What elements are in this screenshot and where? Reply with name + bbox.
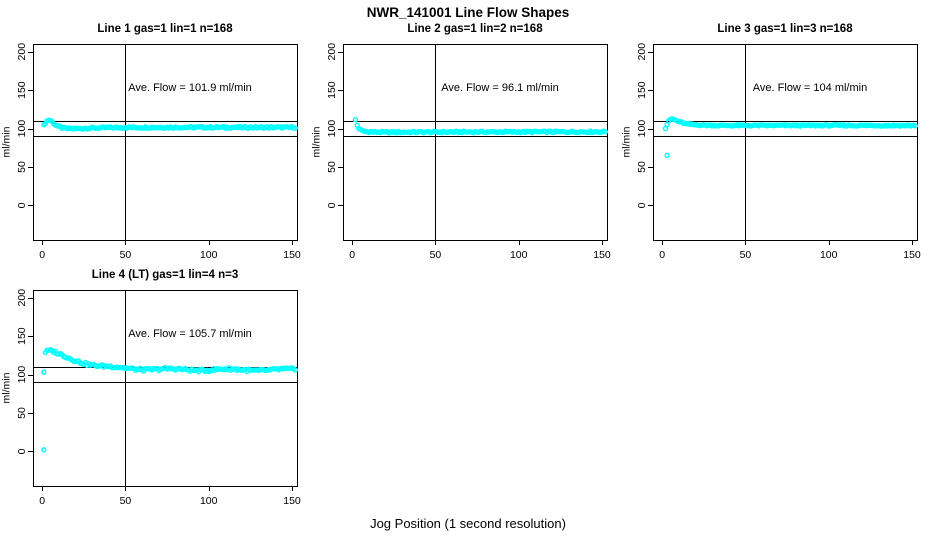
svg-text:200: 200 (16, 43, 28, 61)
svg-text:100: 100 (200, 249, 218, 261)
plot-area: 0 50 100 150 0 50 100 150 200 (636, 43, 921, 261)
panel-title: Line 1 gas=1 lin=1 n=168 (97, 23, 233, 35)
svg-text:50: 50 (636, 161, 648, 173)
svg-text:0: 0 (16, 202, 28, 208)
ave-flow-annotation: Ave. Flow = 96.1 ml/min (441, 82, 559, 94)
svg-text:200: 200 (636, 43, 648, 61)
svg-text:0: 0 (39, 249, 45, 261)
svg-text:50: 50 (120, 249, 132, 261)
panel-line-1: Line 1 gas=1 lin=1 n=168 ml/min Ave. Flo… (0, 23, 301, 261)
panel-line-2: Line 2 gas=1 lin=2 n=168 ml/min Ave. Flo… (310, 23, 611, 261)
svg-text:100: 100 (326, 120, 338, 138)
svg-text:150: 150 (16, 327, 28, 345)
svg-text:150: 150 (593, 249, 611, 261)
svg-text:0: 0 (349, 249, 355, 261)
svg-text:100: 100 (636, 120, 648, 138)
svg-text:100: 100 (16, 120, 28, 138)
svg-text:100: 100 (16, 366, 28, 384)
panel-title: Line 3 gas=1 lin=3 n=168 (717, 23, 853, 35)
svg-text:150: 150 (636, 81, 648, 99)
svg-text:150: 150 (283, 495, 301, 507)
svg-text:50: 50 (16, 161, 28, 173)
plot-area: 0 50 100 150 0 50 100 150 200 (16, 289, 301, 507)
svg-text:150: 150 (903, 249, 921, 261)
main-title: NWR_141001 Line Flow Shapes (366, 5, 570, 20)
svg-text:0: 0 (16, 448, 28, 454)
svg-text:100: 100 (200, 495, 218, 507)
svg-text:200: 200 (326, 43, 338, 61)
ave-flow-annotation: Ave. Flow = 105.7 ml/min (128, 328, 252, 340)
svg-text:0: 0 (636, 202, 648, 208)
panel-title: Line 4 (LT) gas=1 lin=4 n=3 (91, 269, 239, 281)
svg-text:50: 50 (16, 407, 28, 419)
svg-text:0: 0 (39, 495, 45, 507)
x-axis-label: Jog Position (1 second resolution) (370, 516, 566, 531)
plot-area: 0 50 100 150 0 50 100 150 200 (16, 43, 301, 261)
svg-text:150: 150 (326, 81, 338, 99)
ave-flow-annotation: Ave. Flow = 101.9 ml/min (128, 82, 252, 94)
svg-text:150: 150 (16, 81, 28, 99)
svg-text:150: 150 (283, 249, 301, 261)
svg-text:50: 50 (430, 249, 442, 261)
svg-text:0: 0 (326, 202, 338, 208)
panel-line-4: Line 4 (LT) gas=1 lin=4 n=3 ml/min Ave. … (0, 269, 301, 507)
svg-text:50: 50 (120, 495, 132, 507)
svg-text:200: 200 (16, 289, 28, 307)
svg-text:100: 100 (510, 249, 528, 261)
panel-title: Line 2 gas=1 lin=2 n=168 (407, 23, 543, 35)
ave-flow-annotation: Ave. Flow = 104 ml/min (752, 82, 868, 94)
plot-area: 0 50 100 150 0 50 100 150 200 (326, 43, 611, 261)
panel-line-3: Line 3 gas=1 lin=3 n=168 ml/min Ave. Flo… (620, 23, 921, 261)
svg-text:0: 0 (659, 249, 665, 261)
svg-text:50: 50 (326, 161, 338, 173)
svg-text:100: 100 (820, 249, 838, 261)
svg-text:50: 50 (740, 249, 752, 261)
